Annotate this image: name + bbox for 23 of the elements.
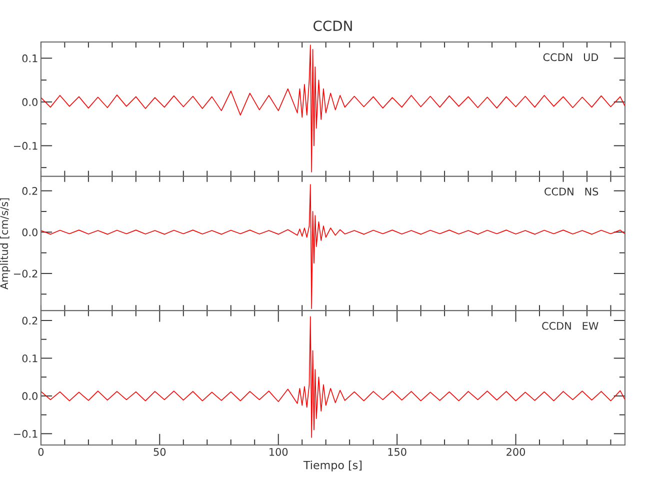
x-axis-title: Tiempo [s] [303, 460, 362, 472]
y-tick-label: 0.1 [22, 54, 38, 62]
y-tick-label: 0.0 [22, 98, 38, 106]
chart-title: CCDN [314, 20, 352, 32]
y-tick-label: 0.2 [22, 187, 38, 195]
x-tick-label: 100 [270, 448, 288, 456]
line-series [40, 316, 625, 438]
annotation: CCDN UD [543, 53, 598, 62]
y-tick-label: −0.2 [14, 270, 38, 278]
y-tick-label: 0.0 [22, 228, 38, 236]
y-tick-label: 0.2 [22, 316, 38, 325]
y-tick-label: −0.1 [14, 142, 38, 150]
y-tick-label: 0.1 [22, 354, 38, 362]
x-tick-label: 200 [506, 448, 526, 456]
y-axis-title: Amplitud [cm/s/s] [0, 198, 10, 290]
x-tick-label: 50 [154, 448, 166, 456]
x-tick-label: 150 [388, 448, 406, 456]
x-tick-label: 0 [38, 448, 44, 456]
line-series [40, 44, 625, 172]
y-tick-label: 0.0 [22, 392, 38, 400]
annotation: CCDN EW [542, 322, 598, 330]
y-tick-label: −0.1 [14, 430, 38, 438]
annotation: CCDN NS [544, 188, 598, 196]
